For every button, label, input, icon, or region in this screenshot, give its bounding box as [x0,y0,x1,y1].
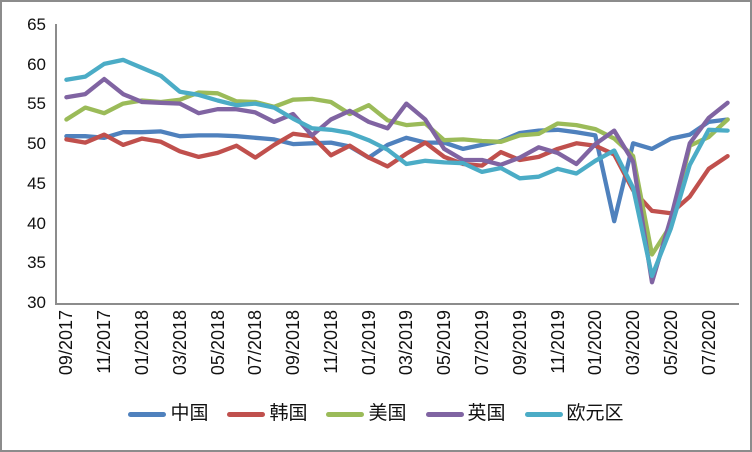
x-axis-tick-label: 01/2019 [358,310,379,376]
y-axis-tick-label: 45 [27,173,46,193]
y-axis-tick-label: 50 [27,134,46,154]
x-axis-tick-label: 07/2020 [698,310,719,376]
series-line-uk [64,76,730,285]
x-axis-tick-label: 09/2019 [509,310,530,376]
x-axis-tick-label: 11/2018 [320,310,341,374]
y-axis-tick-label: 60 [27,54,46,74]
legend-item-china: 中国 [128,401,208,427]
x-axis-tick-label: 05/2018 [207,310,228,376]
x-axis-tick-label: 03/2020 [623,310,644,376]
legend-swatch-china [128,411,167,417]
x-axis-tick-label: 03/2019 [396,310,417,376]
legend-swatch-korea [227,411,266,417]
x-axis-tick-label: 07/2019 [472,310,492,376]
legend-label-eurozone: 欧元区 [566,403,624,424]
y-axis-tick-label: 30 [27,293,46,312]
y-axis-tick-label: 65 [27,15,46,34]
legend-label-uk: 英国 [467,403,506,424]
y-axis-tick-label: 40 [27,213,46,233]
x-axis-tick-label: 03/2018 [169,310,190,376]
series-line-china [64,117,730,224]
legend-item-korea: 韩国 [227,401,307,427]
legend-item-uk: 英国 [425,401,506,427]
chart-legend: 中国 韩国 美国 英国 欧元区 [0,401,752,427]
x-axis-tick-label: 11/2019 [547,310,568,374]
x-axis-tick-label: 07/2018 [245,310,266,376]
y-axis-tick-label: 35 [27,253,46,273]
legend-label-us: 美国 [368,403,407,424]
legend-item-us: 美国 [326,401,407,427]
series-line-us [64,90,730,257]
x-axis-tick-label: 01/2020 [585,310,606,376]
legend-label-china: 中国 [170,403,209,424]
series-line-eurozone [64,57,730,279]
series-line-korea [64,131,730,216]
legend-swatch-uk [425,411,464,417]
x-axis-tick-label: 11/2017 [94,310,115,374]
legend-item-eurozone: 欧元区 [524,401,624,427]
legend-swatch-us [326,411,365,417]
legend-swatch-eurozone [524,411,563,417]
legend-label-korea: 韩国 [269,403,308,424]
x-axis-tick-label: 05/2019 [434,310,455,376]
x-axis-tick-label: 09/2018 [283,310,304,376]
y-axis-tick-label: 55 [27,94,46,114]
x-axis-tick-label: 05/2020 [660,310,681,376]
x-axis-tick-label: 01/2018 [132,310,152,376]
x-axis-tick-label: 09/2017 [56,310,77,376]
